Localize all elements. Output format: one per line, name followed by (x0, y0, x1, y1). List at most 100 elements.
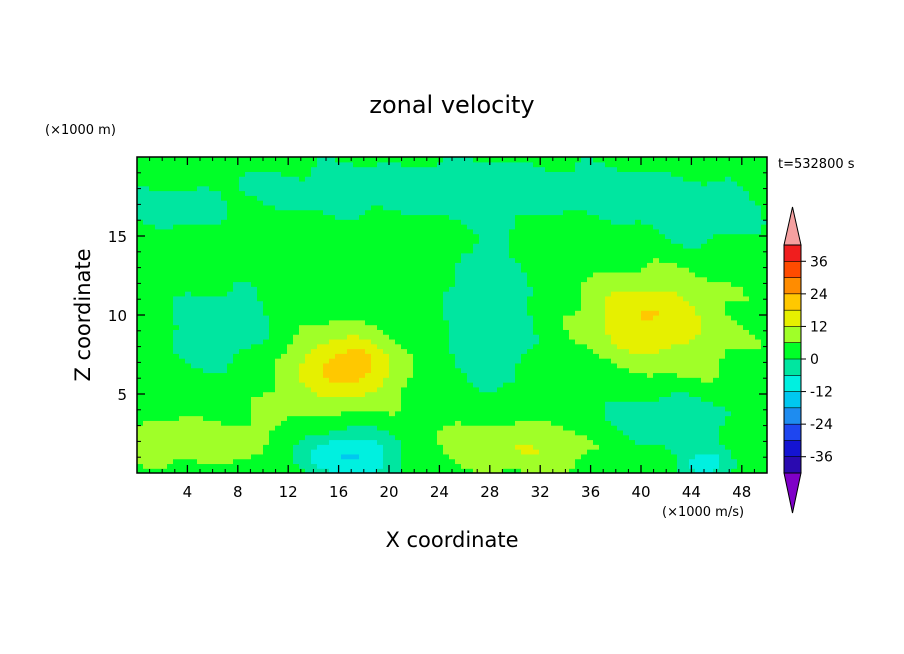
heatmap-cell (275, 305, 282, 311)
heatmap-cell (323, 195, 330, 201)
heatmap-cell (389, 161, 396, 168)
heatmap-cell (137, 453, 144, 460)
heatmap-cell (251, 204, 258, 211)
heatmap-cell (293, 367, 300, 374)
heatmap-cell (173, 405, 180, 412)
heatmap-cell (227, 439, 234, 445)
heatmap-cell (197, 396, 204, 402)
heatmap-cell (461, 262, 468, 268)
heatmap-cell (473, 204, 480, 211)
heatmap-cell (245, 415, 252, 421)
heatmap-cell (467, 300, 474, 307)
heatmap-cell (425, 200, 432, 206)
heatmap-cell (143, 300, 150, 307)
heatmap-cell (269, 204, 276, 211)
heatmap-cell (317, 391, 324, 397)
heatmap-cell (581, 334, 588, 340)
heatmap-cell (461, 291, 468, 297)
heatmap-cell (437, 391, 444, 397)
heatmap-cell (251, 219, 258, 225)
heatmap-cell (485, 362, 492, 369)
heatmap-cell (485, 180, 492, 187)
heatmap-cell (299, 214, 306, 220)
heatmap-cell (341, 271, 348, 278)
heatmap-cell (509, 176, 516, 182)
heatmap-cell (545, 439, 552, 445)
heatmap-cell (317, 195, 324, 201)
heatmap-cell (545, 233, 552, 239)
heatmap-cell (143, 214, 150, 220)
heatmap-cell (257, 343, 264, 350)
heatmap-cell (149, 247, 156, 254)
heatmap-cell (197, 233, 204, 239)
heatmap-cell (167, 343, 174, 350)
heatmap-cell (179, 315, 186, 321)
heatmap-cell (467, 439, 474, 445)
heatmap-cell (563, 324, 570, 330)
heatmap-cell (401, 233, 408, 239)
heatmap-cell (311, 343, 318, 350)
heatmap-cell (479, 410, 486, 417)
heatmap-cell (317, 382, 324, 388)
heatmap-cell (437, 324, 444, 330)
heatmap-cell (485, 358, 492, 364)
heatmap-cell (437, 281, 444, 287)
heatmap-cell (365, 286, 372, 292)
heatmap-cell (209, 238, 216, 244)
heatmap-cell (281, 209, 288, 216)
heatmap-cell (275, 262, 282, 268)
heatmap-cell (479, 319, 486, 326)
heatmap-cell (581, 362, 588, 369)
heatmap-cell (425, 353, 432, 359)
heatmap-cell (329, 267, 336, 273)
heatmap-cell (143, 281, 150, 287)
heatmap-cell (491, 315, 498, 321)
heatmap-cell (413, 458, 420, 465)
heatmap-cell (473, 315, 480, 321)
heatmap-cell (353, 161, 360, 168)
heatmap-cell (527, 463, 534, 469)
heatmap-cell (161, 219, 168, 225)
heatmap-cell (245, 276, 252, 283)
heatmap-cell (533, 291, 540, 297)
heatmap-cell (197, 271, 204, 278)
heatmap-cell (311, 458, 318, 465)
heatmap-cell (293, 219, 300, 225)
heatmap-cell (413, 214, 420, 220)
heatmap-cell (245, 324, 252, 330)
heatmap-cell (299, 247, 306, 254)
heatmap-cell (383, 214, 390, 220)
heatmap-cell (191, 405, 198, 412)
heatmap-cell (449, 224, 456, 230)
heatmap-cell (503, 319, 510, 326)
heatmap-cell (281, 238, 288, 244)
heatmap-cell (419, 161, 426, 168)
heatmap-cell (371, 324, 378, 330)
heatmap-cell (173, 219, 180, 225)
heatmap-cell (557, 348, 564, 354)
heatmap-cell (323, 391, 330, 397)
heatmap-cell (371, 358, 378, 364)
heatmap-cell (377, 362, 384, 369)
heatmap-cell (161, 353, 168, 359)
heatmap-cell (155, 401, 162, 407)
heatmap-cell (227, 180, 234, 187)
heatmap-cell (353, 410, 360, 417)
heatmap-cell (335, 391, 342, 397)
heatmap-cell (185, 233, 192, 239)
heatmap-cell (269, 305, 276, 311)
heatmap-cell (443, 405, 450, 412)
heatmap-cell (545, 166, 552, 172)
heatmap-cell (179, 267, 186, 273)
heatmap-cell (497, 247, 504, 254)
heatmap-cell (185, 463, 192, 469)
heatmap-cell (371, 405, 378, 412)
heatmap-cell (443, 420, 450, 426)
heatmap-cell (575, 219, 582, 225)
heatmap-cell (203, 276, 210, 283)
heatmap-cell (209, 315, 216, 321)
heatmap-cell (239, 353, 246, 359)
heatmap-cell (395, 171, 402, 177)
heatmap-cell (299, 401, 306, 407)
heatmap-cell (191, 377, 198, 383)
